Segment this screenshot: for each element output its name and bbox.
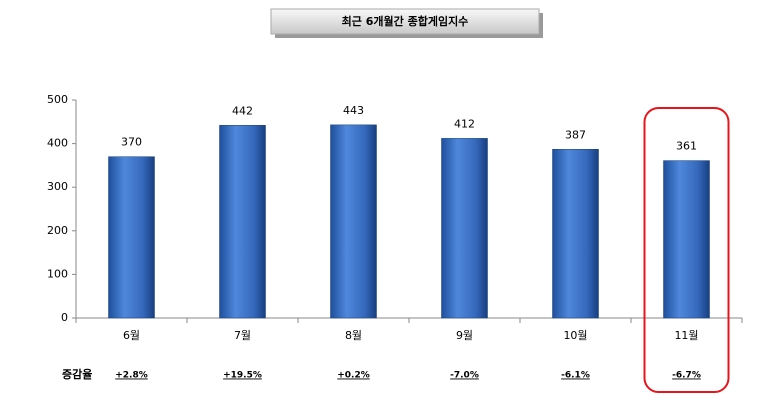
bar	[552, 149, 599, 319]
y-tick-label: 100	[47, 267, 68, 280]
y-tick-label: 0	[61, 311, 68, 324]
bar	[663, 160, 710, 319]
bar	[441, 138, 488, 319]
bar	[108, 156, 155, 319]
title-box	[270, 8, 540, 35]
chart-title: 최근 6개월간 종합게임지수	[342, 14, 469, 28]
value-label: 387	[565, 128, 586, 141]
change-title: 증감율	[62, 367, 92, 381]
value-label: 370	[121, 136, 142, 149]
x-tick-label: 6월	[123, 329, 140, 342]
change-label: +2.8%	[115, 371, 148, 381]
y-tick-label: 300	[47, 180, 68, 193]
x-tick-label: 8월	[345, 329, 362, 342]
change-label: +19.5%	[223, 371, 262, 381]
change-label: -6.7%	[672, 371, 701, 381]
y-tick-label: 400	[47, 137, 68, 150]
bar	[219, 125, 266, 319]
value-label: 443	[343, 104, 364, 117]
y-tick-label: 500	[47, 93, 68, 106]
x-tick-label: 11월	[674, 329, 698, 342]
x-tick-label: 10월	[563, 329, 587, 342]
bar	[330, 124, 377, 319]
value-label: 412	[454, 117, 475, 130]
highlight-box	[643, 107, 730, 393]
y-tick-label: 200	[47, 224, 68, 237]
x-tick-label: 9월	[456, 329, 473, 342]
x-tick-label: 7월	[234, 329, 251, 342]
change-label: -6.1%	[561, 371, 590, 381]
value-label: 442	[232, 104, 253, 117]
value-label: 361	[676, 140, 697, 153]
change-label: +0.2%	[337, 371, 370, 381]
change-label: -7.0%	[450, 371, 479, 381]
